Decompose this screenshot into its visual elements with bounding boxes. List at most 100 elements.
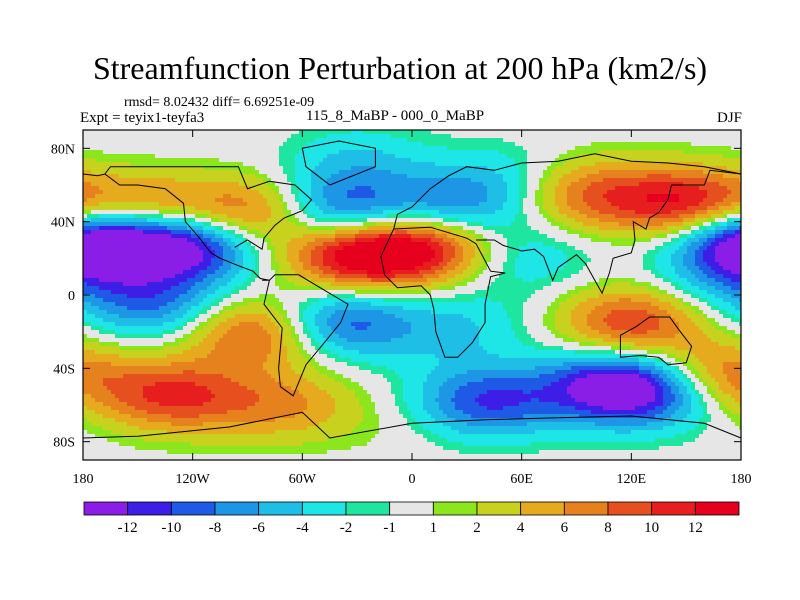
contour-cell <box>187 290 192 295</box>
contour-cell <box>211 258 216 263</box>
contour-cell <box>227 410 232 415</box>
contour-cell <box>207 330 212 335</box>
contour-cell <box>319 398 324 403</box>
contour-cell <box>279 350 284 355</box>
contour-cell <box>159 158 164 163</box>
contour-cell <box>283 310 288 315</box>
contour-cell <box>223 394 228 399</box>
contour-cell <box>191 362 196 367</box>
contour-cell <box>299 258 304 263</box>
contour-cell <box>251 402 256 407</box>
contour-cell <box>291 238 296 243</box>
contour-cell <box>119 378 124 383</box>
contour-cell <box>299 130 304 135</box>
contour-cell <box>291 142 296 147</box>
contour-cell <box>143 170 148 175</box>
contour-cell <box>223 210 228 215</box>
contour-cell <box>179 222 184 227</box>
contour-cell <box>227 202 232 207</box>
contour-cell <box>135 410 140 415</box>
contour-cell <box>139 246 144 251</box>
contour-cell <box>211 334 216 339</box>
contour-cell <box>195 154 200 159</box>
contour-cell <box>195 378 200 383</box>
contour-cell <box>143 158 148 163</box>
contour-cell <box>191 266 196 271</box>
contour-cell <box>223 330 228 335</box>
contour-cell <box>191 378 196 383</box>
contour-cell <box>271 362 276 367</box>
contour-cell <box>95 166 100 171</box>
contour-cell <box>279 170 284 175</box>
contour-cell <box>119 382 124 387</box>
contour-cell <box>151 446 156 451</box>
contour-cell <box>139 378 144 383</box>
contour-cell <box>299 234 304 239</box>
contour-cell <box>239 222 244 227</box>
contour-cell <box>263 134 268 139</box>
contour-cell <box>127 402 132 407</box>
contour-cell <box>315 202 320 207</box>
contour-cell <box>155 250 160 255</box>
contour-cell <box>131 142 136 147</box>
contour-cell <box>263 186 268 191</box>
contour-cell <box>239 162 244 167</box>
contour-cell <box>271 178 276 183</box>
contour-cell <box>283 246 288 251</box>
contour-cell <box>151 206 156 211</box>
contour-cell <box>99 370 104 375</box>
contour-cell <box>259 178 264 183</box>
contour-cell <box>263 414 268 419</box>
contour-cell <box>315 242 320 247</box>
contour-cell <box>311 358 316 363</box>
contour-cell <box>175 298 180 303</box>
contour-cell <box>287 446 292 451</box>
contour-cell <box>247 302 252 307</box>
contour-cell <box>219 146 224 151</box>
contour-cell <box>171 438 176 443</box>
contour-cell <box>167 306 172 311</box>
contour-cell <box>91 182 96 187</box>
contour-cell <box>147 414 152 419</box>
contour-cell <box>211 338 216 343</box>
contour-cell <box>287 378 292 383</box>
contour-cell <box>215 454 220 459</box>
contour-cell <box>239 406 244 411</box>
contour-cell <box>91 326 96 331</box>
contour-cell <box>107 370 112 375</box>
contour-cell <box>163 202 168 207</box>
contour-cell <box>135 362 140 367</box>
contour-cell <box>255 450 260 455</box>
contour-cell <box>191 422 196 427</box>
contour-cell <box>123 306 128 311</box>
contour-cell <box>95 202 100 207</box>
contour-cell <box>267 190 272 195</box>
contour-cell <box>107 394 112 399</box>
contour-cell <box>111 242 116 247</box>
contour-cell <box>287 230 292 235</box>
contour-cell <box>175 142 180 147</box>
contour-cell <box>103 278 108 283</box>
contour-cell <box>83 414 88 419</box>
contour-cell <box>247 270 252 275</box>
contour-cell <box>211 370 216 375</box>
contour-cell <box>107 302 112 307</box>
contour-cell <box>179 442 184 447</box>
contour-cell <box>307 210 312 215</box>
contour-cell <box>259 242 264 247</box>
contour-cell <box>103 378 108 383</box>
contour-cell <box>155 334 160 339</box>
contour-cell <box>311 246 316 251</box>
contour-cell <box>227 226 232 231</box>
contour-cell <box>123 286 128 291</box>
contour-cell <box>251 290 256 295</box>
contour-cell <box>227 330 232 335</box>
contour-cell <box>99 434 104 439</box>
contour-cell <box>199 270 204 275</box>
contour-cell <box>215 430 220 435</box>
contour-cell <box>187 370 192 375</box>
contour-cell <box>243 366 248 371</box>
contour-cell <box>135 278 140 283</box>
contour-cell <box>111 354 116 359</box>
contour-cell <box>275 214 280 219</box>
